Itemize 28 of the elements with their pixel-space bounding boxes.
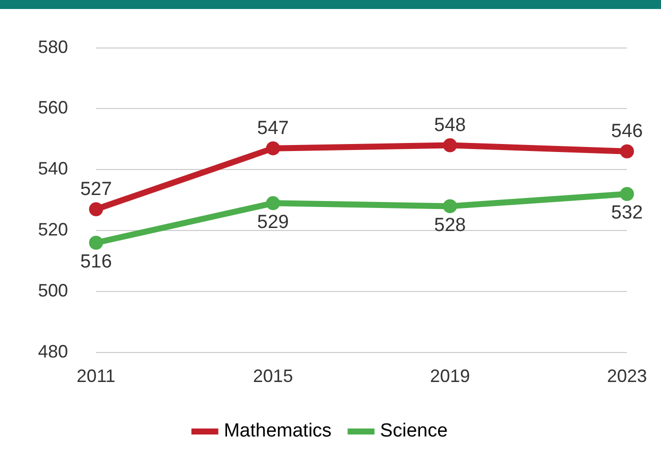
y-tick-label: 480 (38, 341, 68, 362)
point (620, 144, 634, 158)
legend-label: Mathematics (224, 420, 332, 442)
point (442, 138, 457, 152)
y-tick-label: 560 (38, 98, 68, 118)
point (620, 187, 634, 202)
x-tick-label: 2011 (76, 366, 116, 386)
data-label: 547 (257, 118, 289, 140)
y-tick-label: 580 (38, 36, 68, 57)
point (89, 202, 104, 216)
y-tick-label: 520 (38, 220, 68, 240)
data-label: 546 (611, 121, 643, 142)
data-label: 528 (434, 214, 466, 236)
data-label: 516 (80, 251, 112, 272)
data-label: 529 (257, 212, 289, 233)
point (266, 141, 280, 156)
y-tick-label: 540 (38, 158, 68, 179)
data-label: 548 (434, 115, 466, 136)
point (266, 196, 280, 210)
point (89, 236, 104, 250)
data-label: 532 (611, 202, 643, 224)
x-tick-label: 2015 (252, 366, 294, 386)
x-tick-label: 2023 (606, 366, 647, 386)
data-label: 527 (80, 178, 112, 200)
legend-label: Science (380, 420, 448, 442)
point (442, 199, 457, 214)
x-tick-label: 2019 (430, 366, 470, 386)
y-tick-label: 500 (38, 280, 68, 300)
